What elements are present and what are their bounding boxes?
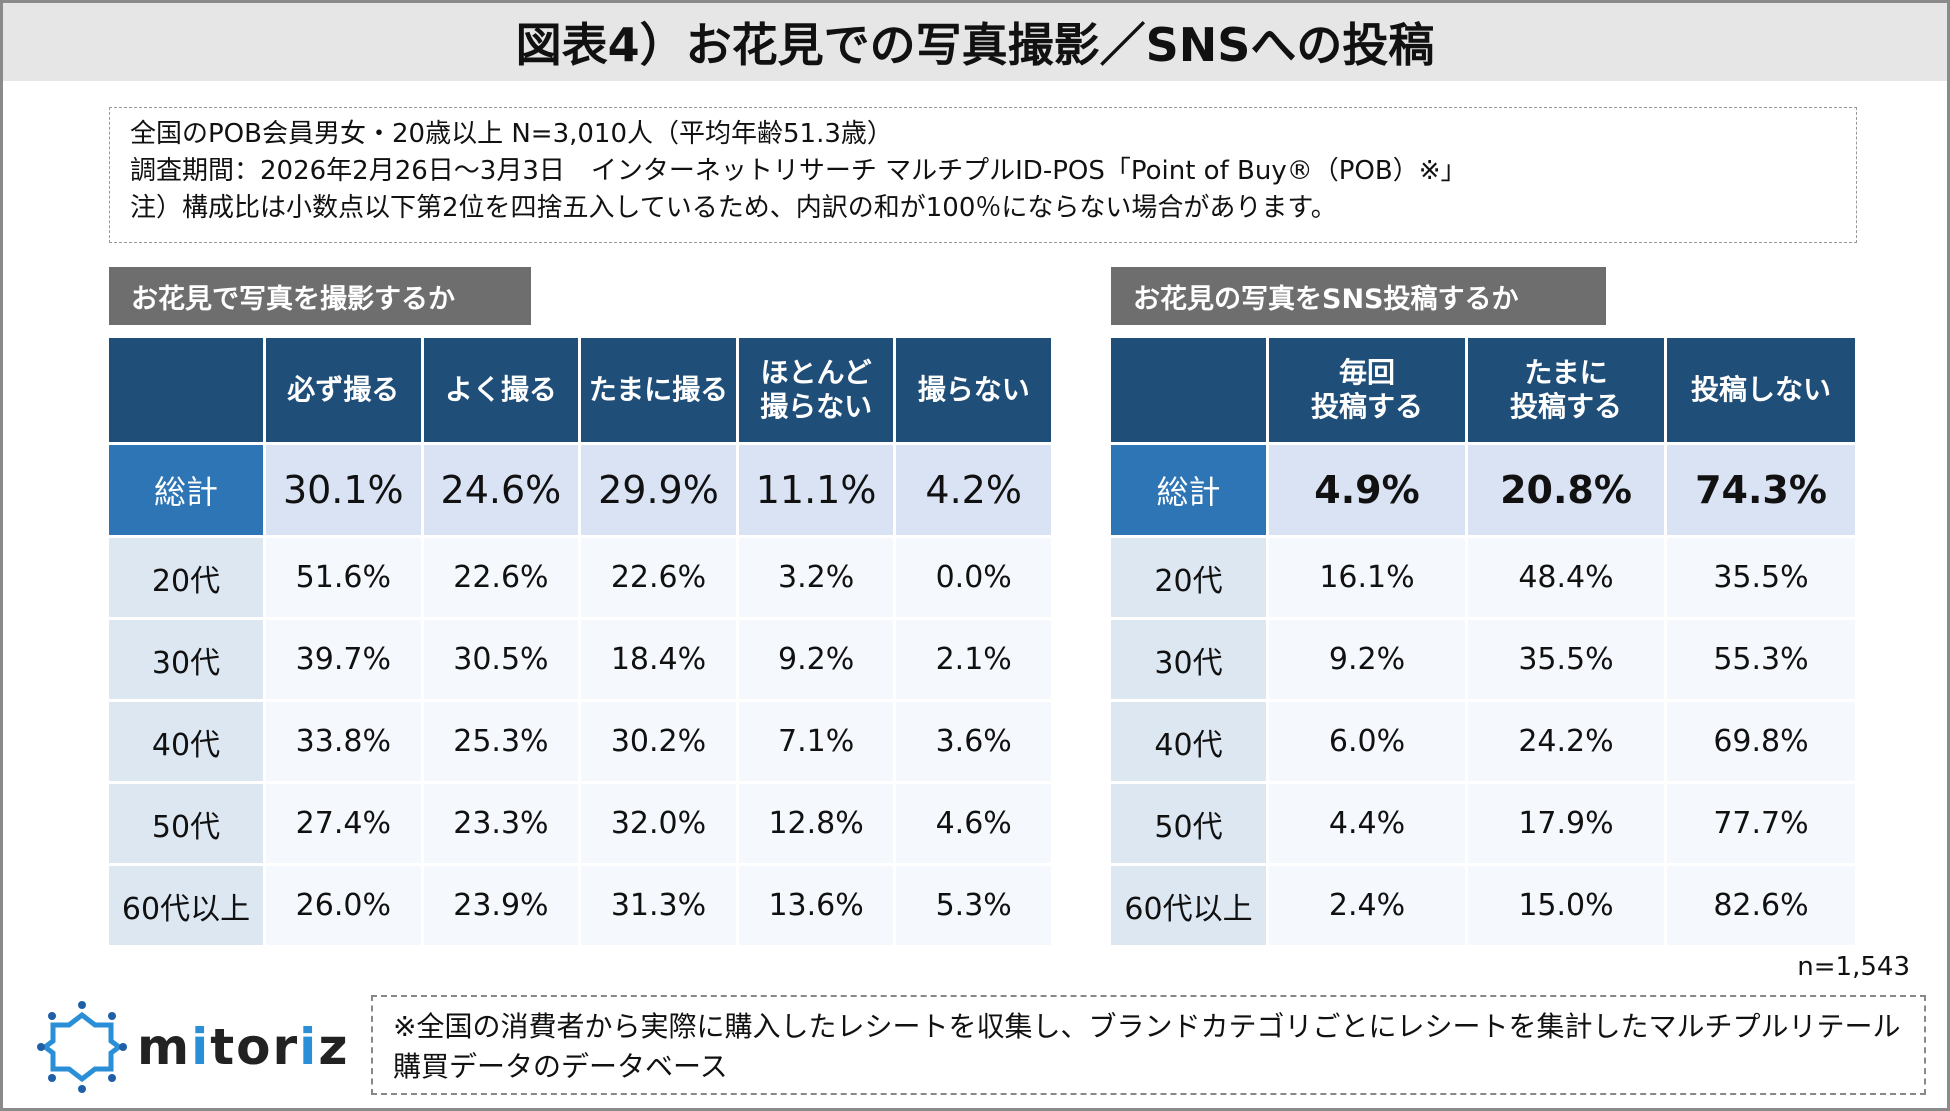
column-header: よく撮る xyxy=(423,338,579,442)
table-cell: 30.1% xyxy=(266,445,421,535)
table-cell: 5.3% xyxy=(896,866,1051,945)
column-header: 投稿しない xyxy=(1667,338,1855,442)
table-cell: 17.9% xyxy=(1468,784,1664,863)
note-line: 注）構成比は小数点以下第2位を四捨五入しているため、内訳の和が100％にならない… xyxy=(130,193,1337,223)
table-cell: 35.5% xyxy=(1667,538,1855,617)
row-label: 40代 xyxy=(1111,702,1266,781)
table-cell: 35.5% xyxy=(1468,620,1664,699)
header-corner-cell xyxy=(1111,338,1266,442)
note-line: 全国のPOB会員男女・20歳以上 N=3,010人（平均年齢51.3歳） xyxy=(130,119,893,149)
row-label: 60代以上 xyxy=(109,866,263,945)
table-cell: 18.4% xyxy=(581,620,736,699)
column-header: たまに 投稿する xyxy=(1468,338,1664,442)
left-section-label: お花見で写真を撮影するか xyxy=(109,267,531,325)
table-cell: 25.3% xyxy=(423,702,579,781)
column-header: 必ず撮る xyxy=(266,338,421,442)
table-cell: 55.3% xyxy=(1667,620,1855,699)
table-cell: 0.0% xyxy=(896,538,1051,617)
row-label: 50代 xyxy=(109,784,263,863)
column-header: 毎回 投稿する xyxy=(1269,338,1465,442)
table-cell: 3.2% xyxy=(738,538,894,617)
logo-text: mitoriz xyxy=(137,1018,350,1076)
row-label: 60代以上 xyxy=(1111,866,1266,945)
row-label: 30代 xyxy=(1111,620,1266,699)
table-cell: 74.3% xyxy=(1667,445,1855,535)
table-cell: 3.6% xyxy=(896,702,1051,781)
table-cell: 23.3% xyxy=(423,784,579,863)
table-cell: 32.0% xyxy=(581,784,736,863)
table-cell: 12.8% xyxy=(738,784,894,863)
table-cell: 2.4% xyxy=(1269,866,1465,945)
table-cell: 16.1% xyxy=(1269,538,1465,617)
page-title: 図表4）お花見での写真撮影／SNSへの投稿 xyxy=(515,18,1435,72)
table-cell: 22.6% xyxy=(423,538,579,617)
table-cell: 31.3% xyxy=(581,866,736,945)
table-cell: 23.9% xyxy=(423,866,579,945)
table-cell: 22.6% xyxy=(581,538,736,617)
table-cell: 69.8% xyxy=(1667,702,1855,781)
table-cell: 29.9% xyxy=(581,445,736,535)
table-cell: 4.2% xyxy=(896,445,1051,535)
table-cell: 48.4% xyxy=(1468,538,1664,617)
table-cell: 11.1% xyxy=(738,445,894,535)
note-line: 調査期間：2026年2月26日～3月3日 インターネットリサーチ マルチプルID… xyxy=(130,156,1467,186)
row-label: 30代 xyxy=(109,620,263,699)
table-cell: 4.9% xyxy=(1269,445,1465,535)
sample-size: n=1,543 xyxy=(1797,952,1910,982)
footer-note: ※全国の消費者から実際に購入したレシートを収集し、ブランドカテゴリごとにレシート… xyxy=(371,995,1926,1095)
table-cell: 2.1% xyxy=(896,620,1051,699)
table-cell: 30.5% xyxy=(423,620,579,699)
logo: mitoriz xyxy=(37,1001,349,1093)
table-cell: 9.2% xyxy=(1269,620,1465,699)
row-label: 50代 xyxy=(1111,784,1266,863)
table-cell: 15.0% xyxy=(1468,866,1664,945)
row-label: 20代 xyxy=(1111,538,1266,617)
table-cell: 24.2% xyxy=(1468,702,1664,781)
column-header: たまに撮る xyxy=(581,338,736,442)
column-header: ほとんど 撮らない xyxy=(738,338,894,442)
right-section-label: お花見の写真をSNS投稿するか xyxy=(1111,267,1606,325)
table-cell: 77.7% xyxy=(1667,784,1855,863)
row-label: 40代 xyxy=(109,702,263,781)
table-cell: 39.7% xyxy=(266,620,421,699)
table-cell: 26.0% xyxy=(266,866,421,945)
table-cell: 7.1% xyxy=(738,702,894,781)
table-cell: 9.2% xyxy=(738,620,894,699)
table-cell: 4.4% xyxy=(1269,784,1465,863)
column-header: 撮らない xyxy=(896,338,1051,442)
header-corner-cell xyxy=(109,338,263,442)
table-cell: 13.6% xyxy=(738,866,894,945)
table-cell: 82.6% xyxy=(1667,866,1855,945)
table-cell: 20.8% xyxy=(1468,445,1664,535)
title-bar: 図表4）お花見での写真撮影／SNSへの投稿 xyxy=(3,3,1947,81)
row-label: 総計 xyxy=(109,445,263,535)
table-cell: 30.2% xyxy=(581,702,736,781)
table-cell: 27.4% xyxy=(266,784,421,863)
table-cell: 51.6% xyxy=(266,538,421,617)
table-cell: 33.8% xyxy=(266,702,421,781)
row-label: 20代 xyxy=(109,538,263,617)
table-cell: 4.6% xyxy=(896,784,1051,863)
sns-table: 毎回 投稿する たまに 投稿する 投稿しない 総計 4.9% 20.8% 74.3% 20代 1… xyxy=(1111,338,1855,945)
row-label: 総計 xyxy=(1111,445,1266,535)
table-cell: 6.0% xyxy=(1269,702,1465,781)
mitoriz-logo-icon xyxy=(37,1001,127,1093)
table-cell: 24.6% xyxy=(423,445,579,535)
photo-table: 必ず撮る よく撮る たまに撮る ほとんど 撮らない 撮らない総計 30.1% 24.6% 29… xyxy=(109,338,1051,945)
survey-notes: 全国のPOB会員男女・20歳以上 N=3,010人（平均年齢51.3歳） 調査期… xyxy=(109,107,1857,243)
